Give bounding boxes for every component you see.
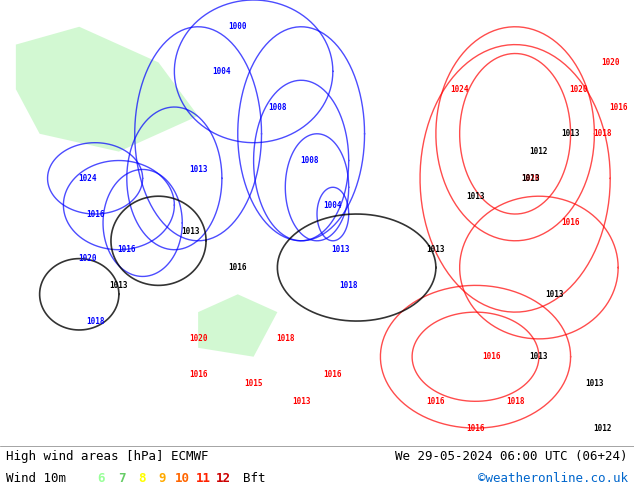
Text: 1016: 1016	[86, 210, 105, 219]
Text: 1016: 1016	[609, 102, 628, 112]
Text: 1012: 1012	[593, 423, 612, 433]
Polygon shape	[16, 27, 198, 151]
Text: 1013: 1013	[545, 290, 564, 299]
Text: 1024: 1024	[78, 174, 96, 183]
Text: 1018: 1018	[276, 334, 295, 343]
Text: 1013: 1013	[522, 174, 540, 183]
Text: 1013: 1013	[292, 397, 311, 406]
Text: 1008: 1008	[268, 102, 287, 112]
Text: 1016: 1016	[561, 219, 580, 227]
Text: 1016: 1016	[117, 245, 136, 254]
Text: 12: 12	[216, 472, 231, 486]
Text: 1016: 1016	[466, 423, 485, 433]
Text: 1024: 1024	[450, 85, 469, 94]
Text: 1013: 1013	[466, 192, 485, 201]
Text: 10: 10	[175, 472, 190, 486]
Text: Bft: Bft	[243, 472, 266, 486]
Text: 1013: 1013	[189, 165, 207, 174]
Text: 1015: 1015	[244, 379, 263, 388]
Text: Wind 10m: Wind 10m	[6, 472, 67, 486]
Text: 1016: 1016	[228, 263, 247, 272]
Polygon shape	[198, 294, 278, 357]
Text: 1013: 1013	[332, 245, 350, 254]
Text: 1020: 1020	[78, 254, 96, 263]
Text: 1020: 1020	[189, 334, 207, 343]
Text: 7: 7	[118, 472, 126, 486]
Text: 1020: 1020	[569, 85, 588, 94]
Text: 1013: 1013	[427, 245, 445, 254]
Text: High wind areas [hPa] ECMWF: High wind areas [hPa] ECMWF	[6, 450, 209, 464]
Text: 1004: 1004	[323, 200, 342, 210]
Text: 1018: 1018	[593, 129, 612, 138]
Text: 1013: 1013	[561, 129, 580, 138]
Text: 1020: 1020	[522, 174, 540, 183]
Text: 1018: 1018	[86, 317, 105, 325]
Text: 8: 8	[138, 472, 146, 486]
Text: 1018: 1018	[506, 397, 524, 406]
Text: 1008: 1008	[300, 156, 318, 165]
Text: 1016: 1016	[482, 352, 501, 361]
Text: 6: 6	[98, 472, 105, 486]
Text: 1013: 1013	[529, 352, 548, 361]
Text: 1016: 1016	[323, 370, 342, 379]
Text: 9: 9	[158, 472, 166, 486]
Text: 1018: 1018	[339, 281, 358, 290]
Text: 1016: 1016	[189, 370, 207, 379]
Text: 11: 11	[195, 472, 210, 486]
Text: 1020: 1020	[601, 58, 619, 67]
Text: 1016: 1016	[427, 397, 445, 406]
Text: 1012: 1012	[529, 147, 548, 156]
Text: 1013: 1013	[585, 379, 604, 388]
Text: We 29-05-2024 06:00 UTC (06+24): We 29-05-2024 06:00 UTC (06+24)	[395, 450, 628, 464]
Text: 1013: 1013	[110, 281, 128, 290]
Text: 1004: 1004	[212, 67, 231, 76]
Text: 1013: 1013	[181, 227, 200, 236]
Text: 1000: 1000	[228, 22, 247, 31]
Text: ©weatheronline.co.uk: ©weatheronline.co.uk	[477, 472, 628, 486]
